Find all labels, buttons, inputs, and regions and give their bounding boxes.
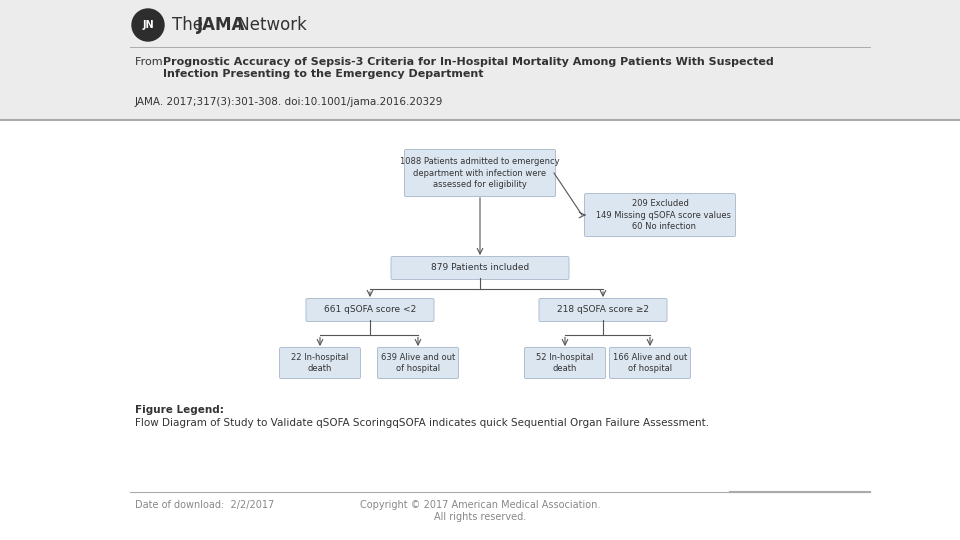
Text: Date of download:  2/2/2017: Date of download: 2/2/2017 (135, 500, 275, 510)
FancyBboxPatch shape (279, 348, 361, 379)
Text: 22 In-hospital
death: 22 In-hospital death (291, 353, 348, 373)
Text: 1088 Patients admitted to emergency
department with infection were
assessed for : 1088 Patients admitted to emergency depa… (400, 157, 560, 188)
Text: 661 qSOFA score <2: 661 qSOFA score <2 (324, 306, 416, 314)
Text: JN: JN (142, 20, 154, 30)
FancyBboxPatch shape (524, 348, 606, 379)
Text: JAMA: JAMA (197, 16, 246, 34)
FancyBboxPatch shape (0, 0, 960, 120)
FancyBboxPatch shape (610, 348, 690, 379)
Text: Flow Diagram of Study to Validate qSOFA ScoringqSOFA indicates quick Sequential : Flow Diagram of Study to Validate qSOFA … (135, 418, 709, 428)
Circle shape (132, 9, 164, 41)
Text: JAMA. 2017;317(3):301-308. doi:10.1001/jama.2016.20329: JAMA. 2017;317(3):301-308. doi:10.1001/j… (135, 97, 444, 107)
FancyBboxPatch shape (404, 150, 556, 197)
Text: From:: From: (135, 57, 170, 67)
Text: 52 In-hospital
death: 52 In-hospital death (537, 353, 593, 373)
FancyBboxPatch shape (306, 299, 434, 321)
Text: Network: Network (232, 16, 307, 34)
Text: Copyright © 2017 American Medical Association.
All rights reserved.: Copyright © 2017 American Medical Associ… (360, 500, 600, 522)
FancyBboxPatch shape (585, 193, 735, 237)
Text: 209 Excluded
   149 Missing qSOFA score values
   60 No infection: 209 Excluded 149 Missing qSOFA score val… (588, 199, 732, 231)
Text: 166 Alive and out
of hospital: 166 Alive and out of hospital (612, 353, 687, 373)
FancyBboxPatch shape (377, 348, 459, 379)
Text: Prognostic Accuracy of Sepsis-3 Criteria for In-Hospital Mortality Among Patient: Prognostic Accuracy of Sepsis-3 Criteria… (163, 57, 774, 79)
Text: Figure Legend:: Figure Legend: (135, 405, 224, 415)
FancyBboxPatch shape (391, 256, 569, 280)
Text: 639 Alive and out
of hospital: 639 Alive and out of hospital (381, 353, 455, 373)
Text: 218 qSOFA score ≥2: 218 qSOFA score ≥2 (557, 306, 649, 314)
Text: 879 Patients included: 879 Patients included (431, 264, 529, 273)
FancyBboxPatch shape (539, 299, 667, 321)
Text: The: The (172, 16, 208, 34)
